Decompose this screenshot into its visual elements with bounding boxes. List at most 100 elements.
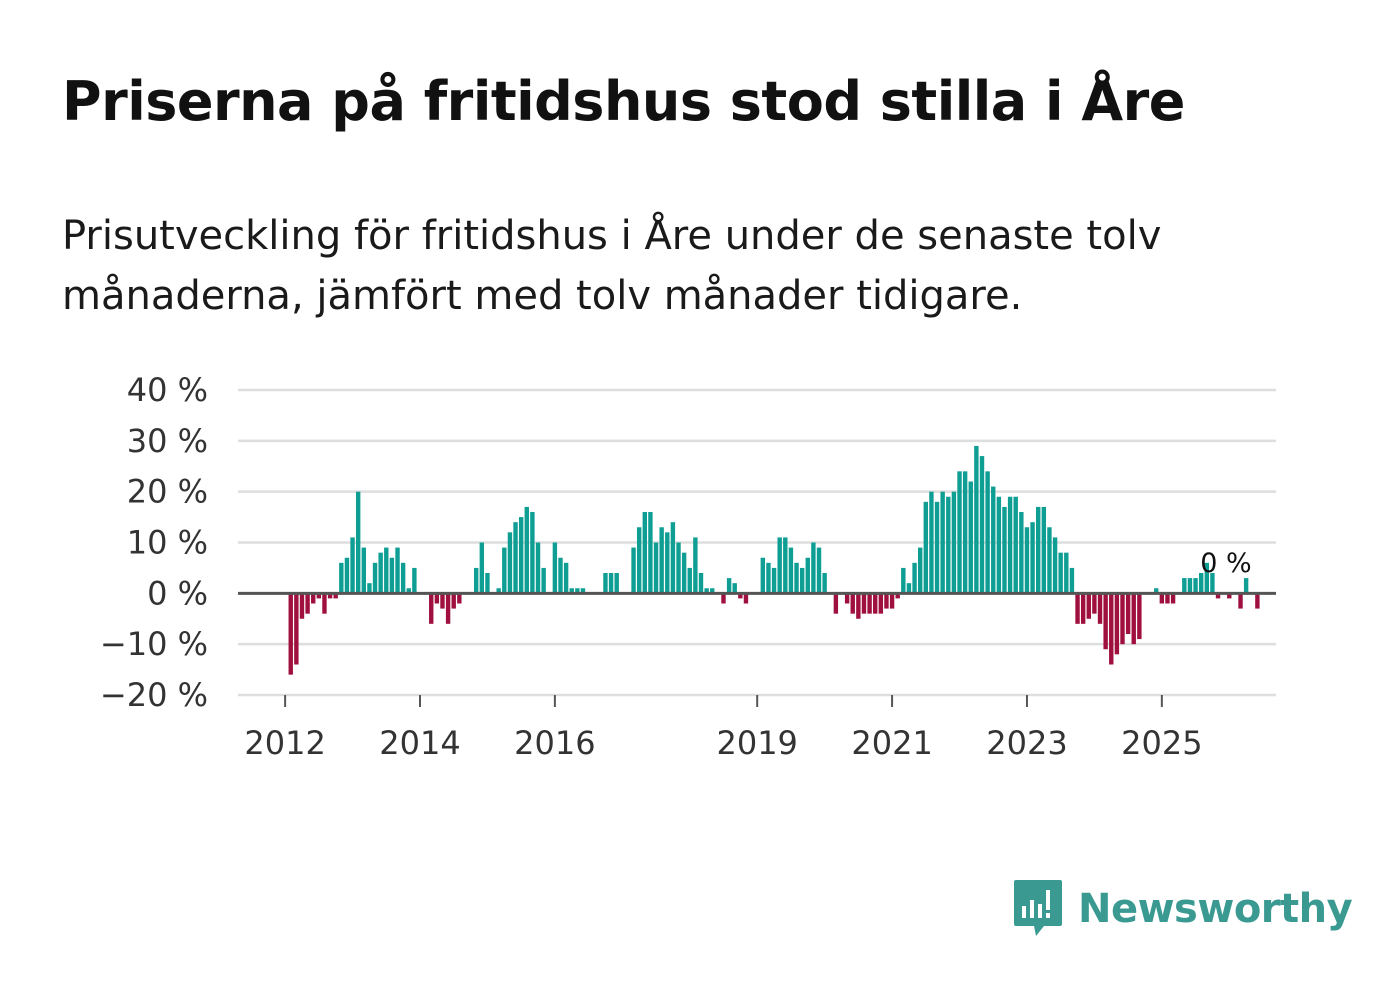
bar xyxy=(805,557,810,594)
last-value-label: 0 % xyxy=(1200,548,1251,579)
y-tick-label: −10 % xyxy=(100,625,208,663)
bar xyxy=(1030,522,1035,594)
bar xyxy=(1080,593,1086,624)
bar xyxy=(327,593,333,599)
bar xyxy=(895,593,900,599)
bar xyxy=(378,552,383,594)
bar xyxy=(294,593,299,665)
bar xyxy=(856,593,861,619)
bar xyxy=(1154,588,1159,594)
bar xyxy=(485,573,490,594)
y-tick-label: 10 % xyxy=(127,524,208,562)
bar xyxy=(541,567,546,594)
bar xyxy=(1036,506,1041,594)
bar xyxy=(743,593,749,604)
annotations: 0 % xyxy=(1200,548,1251,579)
bar xyxy=(665,532,670,594)
bar xyxy=(996,496,1002,594)
bar xyxy=(794,562,799,594)
bar xyxy=(704,588,709,594)
bar xyxy=(659,527,664,594)
bar xyxy=(1052,537,1058,594)
bar xyxy=(367,583,372,594)
bar xyxy=(530,512,535,594)
bar xyxy=(563,562,569,594)
bar xyxy=(861,593,867,614)
bar xyxy=(867,593,872,614)
bar xyxy=(721,593,726,604)
bar xyxy=(1120,593,1125,645)
bar xyxy=(395,547,400,594)
chart-subtitle: Prisutveckling för fritidshus i Åre unde… xyxy=(62,213,1162,319)
bar xyxy=(344,557,350,594)
bar xyxy=(873,593,878,614)
bar xyxy=(1103,593,1108,650)
bar xyxy=(1227,593,1232,599)
bar xyxy=(1159,593,1165,604)
bar xyxy=(962,471,968,594)
bar xyxy=(1075,593,1080,624)
bar xyxy=(400,562,406,594)
bar xyxy=(1019,512,1024,594)
bar xyxy=(631,547,636,594)
bar xyxy=(384,547,389,594)
bar xyxy=(507,532,513,594)
bar xyxy=(580,588,586,594)
bar xyxy=(889,593,895,609)
x-tick-label: 2019 xyxy=(716,724,797,762)
bar xyxy=(603,573,608,594)
bar xyxy=(372,562,378,594)
bar xyxy=(799,567,805,594)
bar xyxy=(311,593,316,604)
bar xyxy=(1058,552,1063,594)
bar xyxy=(558,557,563,594)
bar xyxy=(1097,593,1103,624)
bar xyxy=(732,583,737,594)
bar xyxy=(901,567,906,594)
bar xyxy=(288,593,293,675)
bar xyxy=(771,567,777,594)
newsworthy-logo-icon xyxy=(1014,880,1062,936)
bar xyxy=(698,573,704,594)
bar xyxy=(1243,578,1249,594)
bar xyxy=(710,588,715,594)
bar xyxy=(833,593,839,614)
x-tick-label: 2021 xyxy=(851,724,932,762)
bar xyxy=(811,542,816,594)
bar xyxy=(1047,527,1052,594)
bar xyxy=(1086,593,1091,619)
bar xyxy=(681,552,687,594)
bar xyxy=(322,593,327,614)
bar xyxy=(1187,578,1193,594)
bar xyxy=(445,593,451,624)
y-tick-label: −20 % xyxy=(100,676,208,714)
bar xyxy=(991,486,996,594)
bar xyxy=(316,593,322,599)
bar xyxy=(934,501,940,594)
bar xyxy=(917,547,923,594)
bar xyxy=(305,593,310,614)
newsworthy-logo: Newsworthy xyxy=(1012,878,1353,940)
bar xyxy=(1131,593,1136,645)
bar xyxy=(738,593,743,599)
bar xyxy=(518,517,524,594)
bar xyxy=(339,562,344,594)
bar xyxy=(979,456,985,594)
bar xyxy=(974,445,979,594)
bar xyxy=(1109,593,1114,665)
bar xyxy=(1013,496,1018,594)
bar xyxy=(1204,562,1209,594)
brand-name: Newsworthy xyxy=(1078,886,1353,932)
bar xyxy=(783,537,788,594)
bar xyxy=(968,481,973,594)
bar xyxy=(350,537,355,594)
bar xyxy=(479,542,485,594)
bar xyxy=(929,491,934,594)
bar xyxy=(361,547,366,594)
bar xyxy=(1193,578,1198,594)
bar xyxy=(844,593,850,604)
bar xyxy=(1182,578,1187,594)
y-axis: 40 % 30 % 20 % 10 % 0 % −10 % −20 % xyxy=(100,371,208,714)
x-tick-label: 2025 xyxy=(1121,724,1202,762)
